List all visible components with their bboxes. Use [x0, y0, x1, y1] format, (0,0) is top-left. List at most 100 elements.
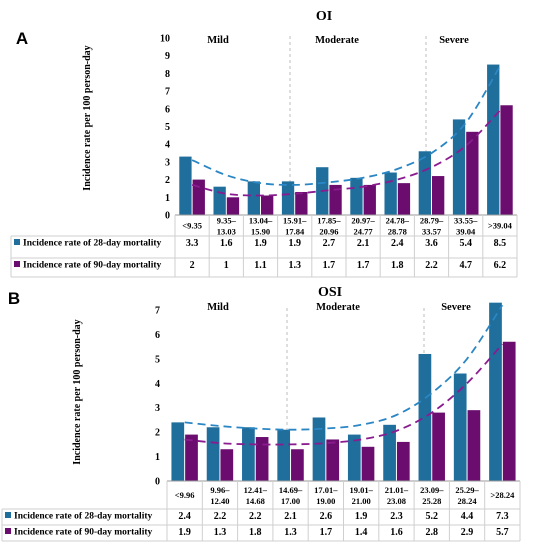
- data-label: 8.5: [494, 238, 507, 249]
- category-label-line: 21.00: [352, 496, 371, 506]
- data-label: 3.3: [186, 238, 199, 249]
- panel-label: B: [8, 289, 20, 308]
- category-label-line: 28.78: [388, 227, 407, 237]
- category-label-line: 14.68: [246, 496, 265, 506]
- y-tick-label: 0: [155, 477, 160, 488]
- bar: [432, 176, 445, 215]
- data-label: 4.7: [459, 260, 472, 271]
- chart-title: OSI: [318, 285, 342, 300]
- data-label: 1.8: [391, 260, 404, 271]
- y-tick-label: 1: [165, 193, 170, 204]
- chart-title: OI: [316, 9, 332, 24]
- category-label-line: 17.84: [285, 227, 305, 237]
- bar: [396, 441, 410, 481]
- category-label-line: 9.35–: [217, 216, 237, 226]
- data-label: 2.8: [426, 527, 439, 538]
- category-label: 17.85– 20.96: [317, 216, 341, 237]
- category-label-line: 19.01–: [349, 485, 373, 495]
- bar: [466, 131, 479, 215]
- category-label-line: 17.00: [281, 496, 300, 506]
- panel-label: A: [16, 29, 28, 48]
- y-tick-label: 8: [165, 69, 170, 80]
- category-label: >39.04: [488, 221, 513, 231]
- category-label-line: 23.09–: [420, 485, 444, 495]
- category-label-line: 14.69–: [279, 485, 303, 495]
- data-label: 3.6: [425, 238, 438, 249]
- bar: [312, 417, 326, 481]
- category-label-line: 25.29–: [455, 485, 479, 495]
- bar: [326, 439, 340, 481]
- category-label-line: 28.79–: [420, 216, 444, 226]
- data-label: 1.8: [249, 527, 262, 538]
- category-label-line: 13.03: [217, 227, 236, 237]
- category-label-line: 20.97–: [351, 216, 375, 226]
- category-label-line: 9.96–: [210, 485, 230, 495]
- category-label-line: 17.85–: [317, 216, 341, 226]
- data-label: 1.6: [220, 238, 233, 249]
- y-tick-label: 10: [160, 34, 170, 45]
- y-tick-label: 2: [165, 175, 170, 186]
- data-label: 1.9: [178, 527, 191, 538]
- legend-swatch: [5, 528, 11, 534]
- bar: [418, 353, 432, 481]
- category-label-line: 21.01–: [385, 485, 409, 495]
- band-label: Moderate: [316, 302, 360, 313]
- bar: [295, 191, 308, 215]
- data-label: 1.9: [355, 511, 368, 522]
- data-label: 1.7: [357, 260, 370, 271]
- category-label: <9.96: [175, 490, 195, 500]
- bar: [185, 434, 198, 481]
- category-label: >28.24: [490, 490, 515, 500]
- y-axis-label: Incidence rate per 100 person-day: [72, 319, 83, 464]
- data-label: 2.3: [390, 511, 403, 522]
- y-tick-label: 5: [165, 122, 170, 133]
- data-label: 2.7: [323, 238, 336, 249]
- data-label: 1.3: [214, 527, 227, 538]
- legend-swatch: [14, 261, 20, 267]
- y-tick-label: 7: [165, 87, 170, 98]
- band-label: Mild: [207, 35, 229, 46]
- category-label-line: 39.04: [456, 227, 476, 237]
- data-label: 5.7: [496, 527, 509, 538]
- category-label-line: 15.91–: [283, 216, 307, 226]
- bar: [291, 449, 304, 481]
- category-label-line: 12.40: [210, 496, 229, 506]
- bar: [242, 427, 255, 481]
- legend-entry: Incidence rate of 90-day mortality: [23, 261, 161, 271]
- y-tick-label: 2: [155, 428, 160, 439]
- bar: [226, 197, 240, 215]
- category-label: 15.91– 17.84: [283, 216, 307, 237]
- legend-entry: Incidence rate of 90-day mortality: [14, 528, 152, 538]
- band-label: Mild: [207, 302, 229, 313]
- category-label: 19.01– 21.00: [349, 485, 373, 506]
- category-label-line: 28.24: [457, 496, 477, 506]
- legend-entry: Incidence rate of 28-day mortality: [23, 239, 161, 249]
- data-label: 6.2: [494, 260, 507, 271]
- band-label: Severe: [439, 35, 469, 46]
- data-label: 1.3: [284, 527, 297, 538]
- category-label-line: 24.77: [354, 227, 374, 237]
- data-label: 1.6: [390, 527, 403, 538]
- bar: [179, 156, 192, 215]
- category-label: <9.35: [182, 221, 202, 231]
- y-tick-label: 0: [165, 211, 170, 222]
- data-label: 2.4: [391, 238, 404, 249]
- bar: [220, 449, 234, 481]
- category-label: 17.01– 19.00: [314, 485, 338, 506]
- legend-swatch: [14, 239, 20, 245]
- bar: [453, 373, 467, 481]
- data-label: 1.3: [288, 260, 301, 271]
- category-label: 14.69– 17.00: [279, 485, 303, 506]
- bar: [502, 341, 516, 481]
- y-tick-label: 4: [165, 140, 170, 151]
- trend-line: [191, 109, 501, 197]
- data-label: 1: [224, 260, 229, 271]
- category-label-line: 19.00: [316, 496, 335, 506]
- bar: [452, 119, 466, 215]
- data-label: 2.9: [461, 527, 474, 538]
- category-label: 21.01– 23.08: [385, 485, 409, 506]
- category-label: 33.55– 39.04: [454, 216, 478, 237]
- category-label-line: 33.55–: [454, 216, 478, 226]
- data-label: 7.3: [496, 511, 509, 522]
- trend-line: [184, 343, 503, 446]
